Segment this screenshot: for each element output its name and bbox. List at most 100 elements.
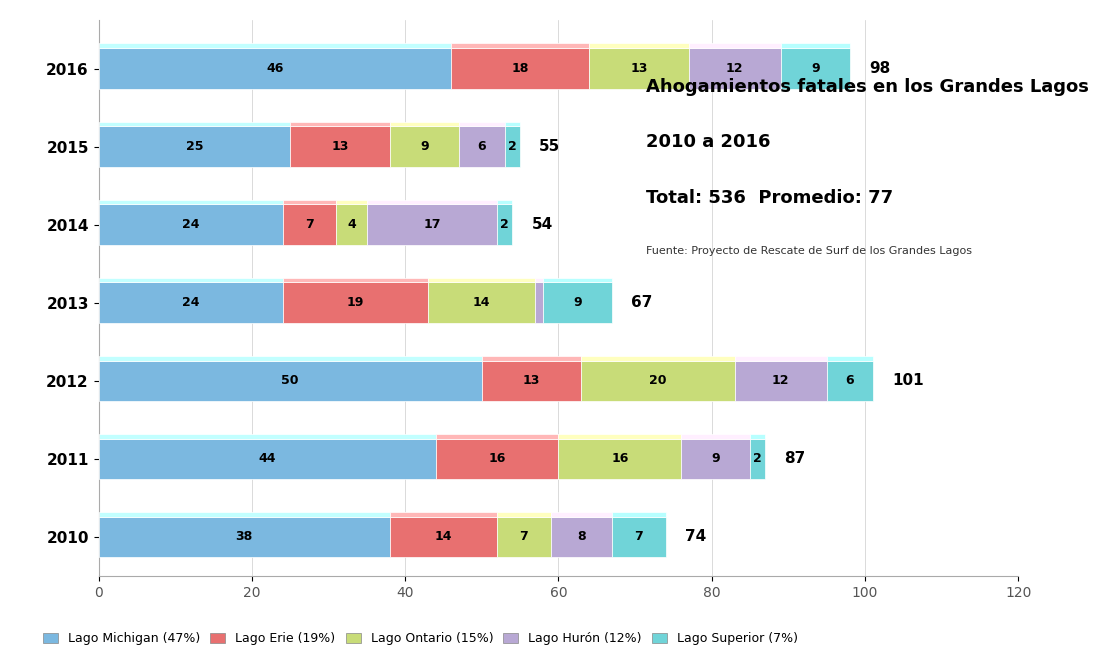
Polygon shape bbox=[551, 512, 612, 516]
Text: 2010 a 2016: 2010 a 2016 bbox=[646, 133, 770, 151]
Text: Total: 536  Promedio: 77: Total: 536 Promedio: 77 bbox=[646, 189, 892, 207]
Polygon shape bbox=[451, 44, 589, 48]
Text: 50: 50 bbox=[281, 374, 299, 387]
Bar bbox=[283, 283, 428, 323]
Polygon shape bbox=[543, 277, 612, 283]
Polygon shape bbox=[390, 512, 497, 516]
Text: 2: 2 bbox=[500, 218, 509, 231]
Bar bbox=[558, 438, 681, 479]
Text: 74: 74 bbox=[685, 530, 706, 544]
Text: 18: 18 bbox=[511, 62, 529, 75]
Bar bbox=[612, 516, 666, 557]
Text: 13: 13 bbox=[332, 140, 348, 153]
Bar bbox=[451, 48, 589, 89]
Text: 20: 20 bbox=[649, 374, 667, 387]
Bar bbox=[99, 361, 482, 401]
Bar bbox=[781, 48, 850, 89]
Polygon shape bbox=[781, 44, 850, 48]
Text: 14: 14 bbox=[435, 530, 452, 544]
Bar bbox=[543, 283, 612, 323]
Polygon shape bbox=[535, 277, 543, 283]
Text: 16: 16 bbox=[611, 452, 629, 465]
Polygon shape bbox=[735, 355, 827, 361]
Legend: Lago Michigan (47%), Lago Erie (19%), Lago Ontario (15%), Lago Hurón (12%), Lago: Lago Michigan (47%), Lago Erie (19%), La… bbox=[38, 628, 803, 650]
Bar bbox=[497, 516, 551, 557]
Text: 9: 9 bbox=[420, 140, 428, 153]
Polygon shape bbox=[390, 122, 459, 126]
Polygon shape bbox=[428, 277, 535, 283]
Bar bbox=[390, 516, 497, 557]
Text: 44: 44 bbox=[258, 452, 276, 465]
Polygon shape bbox=[750, 434, 765, 438]
Text: 4: 4 bbox=[347, 218, 356, 231]
Text: 87: 87 bbox=[784, 451, 806, 466]
Bar bbox=[497, 205, 512, 245]
Polygon shape bbox=[589, 44, 689, 48]
Text: 6: 6 bbox=[477, 140, 486, 153]
Text: 24: 24 bbox=[182, 218, 199, 231]
Bar bbox=[367, 205, 497, 245]
Bar bbox=[459, 126, 505, 167]
Text: 14: 14 bbox=[473, 297, 491, 309]
Bar bbox=[551, 516, 612, 557]
Polygon shape bbox=[99, 434, 436, 438]
Text: 9: 9 bbox=[811, 62, 819, 75]
Text: 101: 101 bbox=[891, 373, 923, 389]
Polygon shape bbox=[99, 44, 451, 48]
Polygon shape bbox=[99, 199, 283, 205]
Polygon shape bbox=[497, 512, 551, 516]
Polygon shape bbox=[505, 122, 520, 126]
Text: 98: 98 bbox=[868, 61, 890, 76]
Text: 24: 24 bbox=[182, 297, 199, 309]
Bar bbox=[750, 438, 765, 479]
Text: Fuente: Proyecto de Rescate de Surf de los Grandes Lagos: Fuente: Proyecto de Rescate de Surf de l… bbox=[646, 246, 972, 256]
Polygon shape bbox=[99, 355, 482, 361]
Bar bbox=[336, 205, 367, 245]
Text: 13: 13 bbox=[523, 374, 540, 387]
Text: Ahogamientos fatales en los Grandes Lagos: Ahogamientos fatales en los Grandes Lago… bbox=[646, 77, 1088, 95]
Bar bbox=[428, 283, 535, 323]
Polygon shape bbox=[482, 355, 581, 361]
Bar bbox=[283, 205, 336, 245]
Polygon shape bbox=[497, 199, 512, 205]
Text: 17: 17 bbox=[424, 218, 440, 231]
Text: 6: 6 bbox=[845, 374, 854, 387]
Text: 9: 9 bbox=[574, 297, 581, 309]
Bar bbox=[99, 48, 451, 89]
Text: 2: 2 bbox=[508, 140, 517, 153]
Polygon shape bbox=[99, 277, 283, 283]
Text: 25: 25 bbox=[186, 140, 203, 153]
Text: 9: 9 bbox=[712, 452, 719, 465]
Text: 16: 16 bbox=[488, 452, 506, 465]
Bar bbox=[535, 283, 543, 323]
Text: 46: 46 bbox=[266, 62, 284, 75]
Bar bbox=[482, 361, 581, 401]
Polygon shape bbox=[681, 434, 750, 438]
Polygon shape bbox=[612, 512, 666, 516]
Text: 67: 67 bbox=[631, 295, 653, 310]
Bar bbox=[99, 283, 283, 323]
Bar bbox=[689, 48, 781, 89]
Polygon shape bbox=[367, 199, 497, 205]
Bar bbox=[99, 438, 436, 479]
Bar bbox=[390, 126, 459, 167]
Polygon shape bbox=[290, 122, 390, 126]
Bar bbox=[827, 361, 873, 401]
Polygon shape bbox=[336, 199, 367, 205]
Polygon shape bbox=[459, 122, 505, 126]
Bar bbox=[436, 438, 558, 479]
Bar bbox=[99, 205, 283, 245]
Text: 12: 12 bbox=[772, 374, 789, 387]
Bar bbox=[735, 361, 827, 401]
Polygon shape bbox=[436, 434, 558, 438]
Polygon shape bbox=[99, 122, 290, 126]
Text: 2: 2 bbox=[753, 452, 762, 465]
Text: 55: 55 bbox=[539, 139, 561, 154]
Bar bbox=[99, 126, 290, 167]
Polygon shape bbox=[558, 434, 681, 438]
Text: 8: 8 bbox=[577, 530, 586, 544]
Polygon shape bbox=[827, 355, 873, 361]
Bar bbox=[290, 126, 390, 167]
Bar bbox=[589, 48, 689, 89]
Bar bbox=[681, 438, 750, 479]
